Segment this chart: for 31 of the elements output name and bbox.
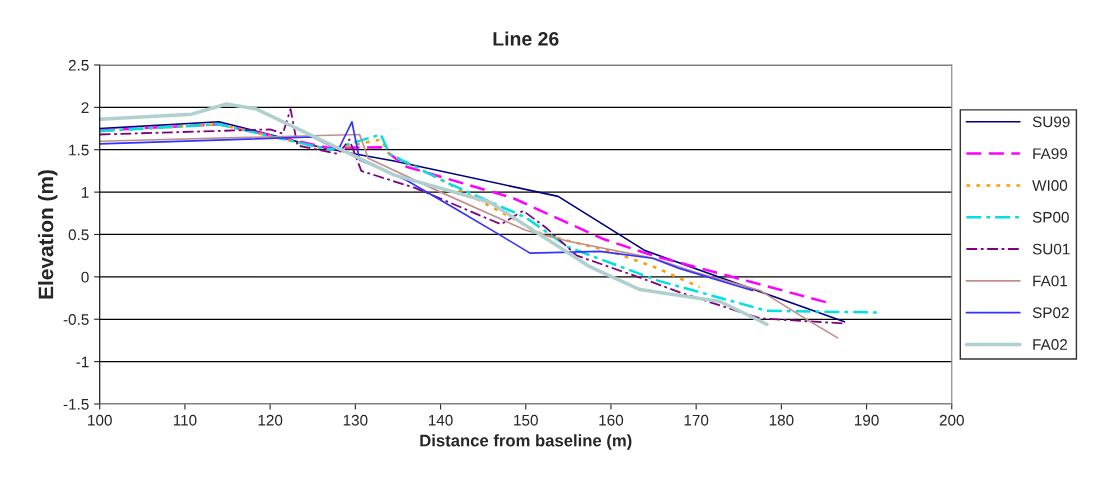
legend-label: FA99 xyxy=(1033,148,1068,160)
y-tick-label: 2 xyxy=(81,102,89,113)
legend-label: FA02 xyxy=(1033,339,1068,350)
x-tick-label: 120 xyxy=(258,414,283,426)
x-tick-label: 150 xyxy=(514,414,538,426)
legend-label: WI00 xyxy=(1032,180,1068,191)
x-tick-label: 170 xyxy=(684,414,709,426)
x-tick-label: 110 xyxy=(173,414,197,426)
y-tick-label: 0.5 xyxy=(68,229,89,241)
legend-label: FA01 xyxy=(1033,275,1068,287)
y-tick-label: -1.5 xyxy=(63,399,89,410)
y-tick-label: -1 xyxy=(76,356,89,368)
x-tick-label: 140 xyxy=(428,414,453,426)
y-tick-label: 1 xyxy=(81,187,89,198)
legend-label: SU99 xyxy=(1032,116,1070,128)
x-tick-label: 100 xyxy=(88,414,112,426)
x-tick-label: 130 xyxy=(343,414,368,426)
x-tick-label: 160 xyxy=(599,414,624,426)
legend-label: SP00 xyxy=(1032,211,1069,223)
x-axis-title: Distance from baseline (m) xyxy=(420,434,632,450)
y-axis-title: Elevation (m) xyxy=(38,170,58,299)
y-tick-label: -0.5 xyxy=(63,314,89,325)
y-tick-label: 0 xyxy=(81,271,89,283)
chart-title: Line 26 xyxy=(493,31,559,46)
y-tick-label: 1.5 xyxy=(69,144,89,156)
legend-label: SP02 xyxy=(1032,307,1069,319)
legend-label: SU01 xyxy=(1032,243,1070,255)
x-tick-label: 180 xyxy=(769,414,794,426)
y-tick-label: 2.5 xyxy=(68,59,89,71)
x-tick-label: 200 xyxy=(939,414,964,426)
x-tick-label: 190 xyxy=(854,414,879,426)
